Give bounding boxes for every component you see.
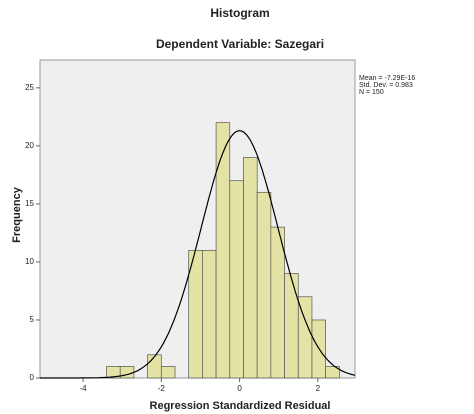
stats-text: Std. Dev. = 0.983	[359, 82, 413, 89]
y-tick-label: 10	[25, 257, 34, 266]
y-tick-label: 25	[25, 83, 34, 92]
x-tick-label: 2	[316, 384, 321, 393]
normal-curve	[40, 130, 356, 379]
bar	[270, 226, 285, 379]
stats-text: Mean = -7.29E-16	[359, 75, 415, 82]
bar	[202, 249, 217, 379]
bar	[215, 122, 231, 379]
bar	[256, 191, 272, 379]
bar	[297, 296, 313, 379]
y-tick-label: 20	[25, 141, 34, 150]
y-tick-label: 0	[30, 373, 35, 382]
bar	[243, 157, 258, 379]
y-tick-label: 5	[30, 315, 35, 324]
bar	[284, 273, 299, 379]
bar	[160, 366, 176, 379]
x-tick-label: -4	[79, 384, 87, 393]
y-tick-label: 15	[25, 199, 34, 208]
bar	[325, 366, 340, 379]
x-tick-label: 0	[237, 384, 242, 393]
y-axis-label: Frequency	[11, 186, 23, 243]
chart-subtitle: Dependent Variable: Sazegari	[156, 37, 324, 51]
bar	[229, 180, 244, 379]
stats-text: N = 150	[359, 89, 384, 96]
bar	[119, 366, 135, 379]
chart-title: Histogram	[210, 6, 269, 20]
x-tick-label: -2	[158, 384, 166, 393]
x-axis-label: Regression Standardized Residual	[150, 400, 331, 412]
bar	[147, 354, 162, 379]
